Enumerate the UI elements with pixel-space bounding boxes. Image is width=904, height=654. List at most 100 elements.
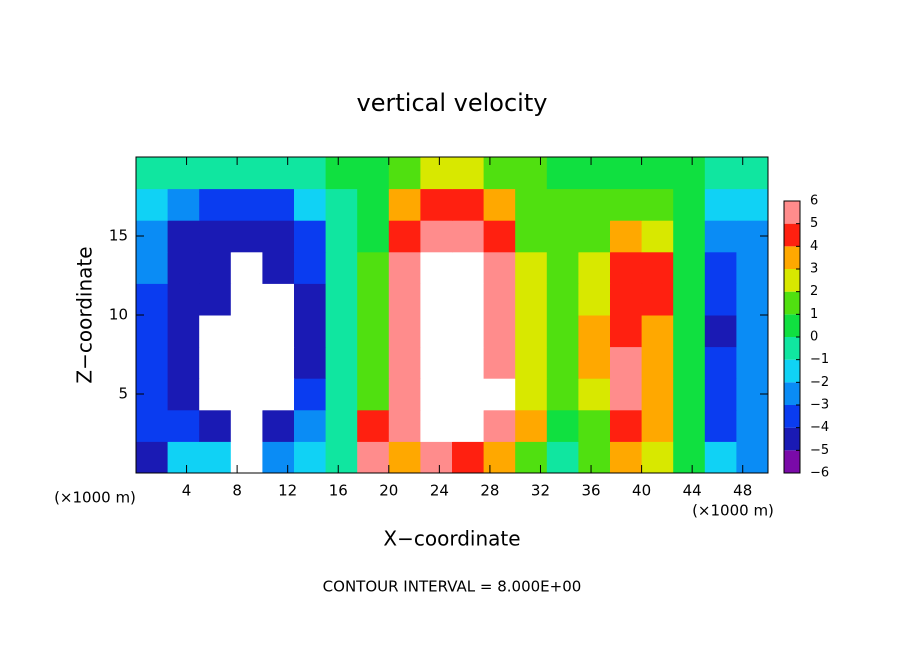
heat-cell (294, 315, 327, 348)
heat-cell (294, 157, 327, 190)
colorbar-swatch (784, 223, 800, 247)
heat-cell (610, 283, 643, 316)
heat-cell (610, 157, 643, 190)
heat-cell (578, 315, 611, 348)
heat-cell (641, 283, 674, 316)
x-unit-label: (×1000 m) (54, 489, 136, 507)
x-tick-label: 4 (182, 482, 192, 500)
heat-cell (673, 157, 706, 190)
footnote: CONTOUR INTERVAL = 8.000E+00 (323, 578, 582, 596)
heat-cell (452, 220, 485, 253)
heat-cell (641, 346, 674, 379)
heat-cell (736, 251, 769, 284)
heat-cell (483, 157, 516, 190)
colorbar-tick-label: 5 (810, 216, 818, 231)
heat-cell (230, 346, 263, 379)
x-tick-label: 20 (379, 482, 398, 500)
heat-cell (199, 409, 232, 442)
heat-cell (388, 220, 421, 253)
x-tick-label: 24 (430, 482, 449, 500)
heat-cell (262, 346, 295, 379)
heat-cell (704, 157, 737, 190)
heat-cell (199, 188, 232, 221)
heat-cell (704, 346, 737, 379)
heat-cell (673, 315, 706, 348)
heat-cell (230, 409, 263, 442)
heat-cell (199, 251, 232, 284)
heat-cell (325, 441, 358, 474)
x-unit-label: (×1000 m) (692, 502, 774, 520)
heat-cell (262, 157, 295, 190)
heat-cell (325, 409, 358, 442)
chart-title: vertical velocity (357, 89, 548, 117)
heat-cell (167, 441, 200, 474)
heat-cell (546, 315, 579, 348)
heat-cell (420, 346, 453, 379)
colorbar-tick-label: −3 (810, 398, 829, 413)
heat-cell (483, 188, 516, 221)
heat-cell (610, 441, 643, 474)
heat-cell (452, 251, 485, 284)
heat-cell (673, 378, 706, 411)
heat-cell (704, 283, 737, 316)
heat-cell (704, 378, 737, 411)
colorbar-swatch (784, 382, 800, 405)
heat-cell (136, 188, 169, 221)
heat-cell (578, 378, 611, 411)
heat-cell (294, 346, 327, 379)
heat-cell (325, 220, 358, 253)
heat-cell (294, 378, 327, 411)
heat-cell (325, 315, 358, 348)
heat-cell (199, 283, 232, 316)
heat-cell (641, 409, 674, 442)
heat-cell (388, 157, 421, 190)
colorbar-tick-label: 3 (810, 262, 818, 277)
heat-cell (673, 441, 706, 474)
heat-cell (483, 251, 516, 284)
heat-cell (420, 188, 453, 221)
heat-cell (483, 283, 516, 316)
heat-cell (262, 220, 295, 253)
colorbar-tick-label: 1 (810, 307, 818, 322)
heat-cell (610, 378, 643, 411)
heat-cell (262, 409, 295, 442)
heat-cell (357, 378, 390, 411)
heat-cell (452, 441, 485, 474)
heat-cell (199, 441, 232, 474)
heat-cell (452, 157, 485, 190)
heat-cell (136, 409, 169, 442)
heat-cell (578, 251, 611, 284)
heat-cell (199, 157, 232, 190)
heat-cell (294, 220, 327, 253)
heat-cell (262, 315, 295, 348)
heat-cell (230, 378, 263, 411)
heat-cell (578, 441, 611, 474)
heat-cell (420, 378, 453, 411)
heat-cell (546, 378, 579, 411)
y-axis-title: Z−coordinate (73, 246, 97, 383)
colorbar-swatch (784, 337, 800, 360)
heat-cell (515, 188, 548, 221)
heat-cell (420, 251, 453, 284)
heat-cell (515, 441, 548, 474)
heat-cell (167, 220, 200, 253)
heat-cell (357, 251, 390, 284)
heat-cell (736, 157, 769, 190)
heat-cell (673, 220, 706, 253)
heat-cell (546, 188, 579, 221)
colorbar-swatch (784, 405, 800, 428)
heat-cell (230, 283, 263, 316)
heat-cell (483, 409, 516, 442)
heat-cell (736, 346, 769, 379)
heat-cell (167, 188, 200, 221)
heat-cell (483, 346, 516, 379)
heat-cell (388, 346, 421, 379)
heat-cell (420, 315, 453, 348)
heat-cell (325, 346, 358, 379)
colorbar-tick-label: −2 (810, 375, 829, 390)
heat-cell (704, 315, 737, 348)
y-tick-label: 15 (109, 227, 128, 245)
heat-cell (704, 220, 737, 253)
heat-cell (610, 188, 643, 221)
